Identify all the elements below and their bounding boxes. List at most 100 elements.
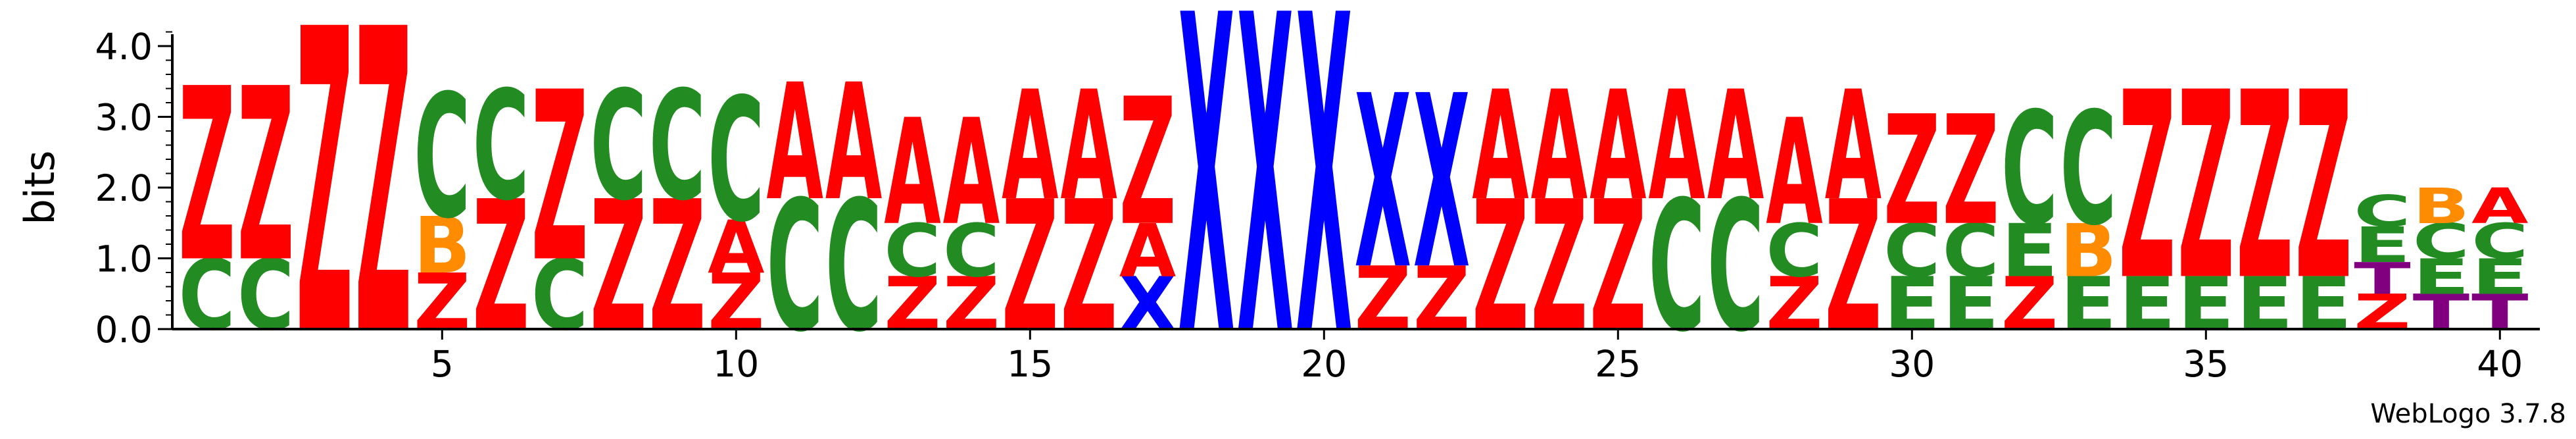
logo-letter-c-pos-40: C bbox=[2471, 213, 2528, 270]
logo-letter-z-pos-29: Z bbox=[1825, 163, 1882, 372]
x-tick-label: 40 bbox=[2477, 343, 2523, 385]
logo-letter-z-pos-22: Z bbox=[1413, 248, 1470, 350]
logo-letter-z-pos-14: Z bbox=[943, 261, 1000, 346]
logo-letter-e-pos-37: E bbox=[2295, 261, 2352, 346]
logo-letter-a-pos-12: A bbox=[825, 49, 882, 236]
logo-letter-z-pos-36: Z bbox=[2237, 38, 2293, 338]
logo-letter-c-pos-38: C bbox=[2354, 186, 2410, 237]
y-tick-label: 2.0 bbox=[95, 167, 153, 209]
logo-letter-e-pos-38: E bbox=[2354, 217, 2410, 273]
logo-letter-a-pos-28: A bbox=[1766, 89, 1822, 257]
logo-letter-e-pos-34: E bbox=[2119, 261, 2175, 346]
logo-letter-z-pos-4: Z bbox=[355, 0, 412, 428]
logo-letter-c-pos-30: C bbox=[1883, 209, 1940, 294]
logo-letter-a-pos-27: A bbox=[1707, 59, 1764, 234]
logo-letter-c-pos-9: C bbox=[649, 59, 706, 234]
logo-letter-b-pos-39: B bbox=[2413, 178, 2469, 234]
x-axis-ticks: 5 10 15 20 25 30 35 40 bbox=[431, 329, 2523, 385]
logo-letter-b-pos-5: B bbox=[414, 200, 470, 291]
x-tick-label: 35 bbox=[2183, 343, 2229, 385]
logo-letter-e-pos-32: E bbox=[2001, 209, 2058, 294]
y-axis-ticks: 0.0 1.0 2.0 3.0 4.0 bbox=[95, 26, 172, 351]
logo-letter-c-pos-11: C bbox=[767, 163, 823, 372]
logo-letter-x-pos-17: X bbox=[1119, 261, 1176, 346]
logo-letter-x-pos-19: X bbox=[1237, 0, 1294, 432]
logo-letter-x-pos-18: X bbox=[1178, 0, 1234, 432]
logo-letter-c-pos-7: C bbox=[531, 239, 588, 352]
y-axis-title: bits bbox=[16, 150, 64, 224]
logo-letter-a-pos-15: A bbox=[1002, 59, 1058, 234]
y-tick-label: 1.0 bbox=[95, 238, 153, 280]
y-tick-label: 0.0 bbox=[95, 309, 153, 351]
logo-letter-a-pos-23: A bbox=[1472, 59, 1528, 234]
logo-letter-c-pos-28: C bbox=[1766, 209, 1822, 294]
logo-letter-a-pos-14: A bbox=[943, 89, 1000, 257]
logo-letter-z-pos-35: Z bbox=[2177, 38, 2234, 338]
logo-letter-c-pos-32: C bbox=[2001, 79, 2058, 260]
logo-letter-e-pos-33: E bbox=[2060, 261, 2116, 346]
logo-letter-c-pos-33: C bbox=[2060, 79, 2116, 260]
logo-letter-a-pos-10: A bbox=[708, 205, 765, 290]
logo-letter-z-pos-3: Z bbox=[296, 0, 352, 428]
logo-letter-e-pos-36: E bbox=[2237, 261, 2293, 346]
logo-letter-e-pos-31: E bbox=[1943, 261, 1999, 346]
logo-letter-z-pos-13: Z bbox=[884, 261, 940, 346]
logo-letter-z-pos-38: Z bbox=[2354, 284, 2410, 340]
logo-axes bbox=[171, 34, 2540, 330]
logo-letter-z-pos-28: Z bbox=[1766, 261, 1822, 346]
logo-letter-c-pos-26: C bbox=[1649, 163, 1705, 372]
logo-letter-c-pos-27: C bbox=[1707, 163, 1764, 372]
logo-letter-z-pos-2: Z bbox=[237, 38, 294, 315]
logo-letter-z-pos-37: Z bbox=[2295, 38, 2352, 338]
logo-letter-c-pos-13: C bbox=[884, 209, 940, 294]
logo-letter-a-pos-17: A bbox=[1119, 209, 1177, 294]
logo-letter-c-pos-6: C bbox=[473, 59, 529, 234]
logo-letter-b-pos-33: B bbox=[2060, 209, 2116, 294]
x-tick-label: 25 bbox=[1595, 343, 1641, 385]
logo-letter-x-pos-21: X bbox=[1355, 45, 1411, 322]
logo-letter-z-pos-21: Z bbox=[1355, 248, 1411, 350]
logo-letter-a-pos-16: A bbox=[1061, 59, 1117, 234]
logo-letter-z-pos-9: Z bbox=[649, 163, 706, 372]
logo-letter-c-pos-31: C bbox=[1943, 209, 1999, 294]
x-tick-label: 20 bbox=[1301, 343, 1347, 385]
logo-letter-z-pos-30: Z bbox=[1883, 83, 1940, 259]
logo-letter-a-pos-26: A bbox=[1649, 59, 1705, 234]
logo-letter-z-pos-7: Z bbox=[531, 43, 588, 314]
logo-letter-c-pos-8: C bbox=[590, 59, 646, 234]
logo-letter-e-pos-40: E bbox=[2471, 248, 2528, 305]
logo-letter-z-pos-8: Z bbox=[590, 163, 646, 372]
logo-letter-t-pos-38: T bbox=[2354, 253, 2411, 304]
logo-letter-a-pos-13: A bbox=[884, 89, 940, 257]
logo-letter-z-pos-6: Z bbox=[473, 163, 529, 372]
y-tick-label: 3.0 bbox=[95, 97, 153, 139]
y-tick-label: 4.0 bbox=[95, 26, 153, 68]
logo-letter-z-pos-31: Z bbox=[1943, 83, 1999, 259]
logo-letter-z-pos-34: Z bbox=[2119, 38, 2175, 338]
logo-letter-z-pos-32: Z bbox=[2001, 261, 2058, 346]
logo-letter-a-pos-11: A bbox=[767, 49, 823, 236]
logo-letter-a-pos-24: A bbox=[1531, 59, 1588, 234]
logo-letter-a-pos-40: A bbox=[2471, 178, 2528, 234]
logo-letter-c-pos-2: C bbox=[237, 239, 294, 352]
logo-letter-z-pos-23: Z bbox=[1472, 163, 1528, 372]
logo-letter-c-pos-14: C bbox=[943, 209, 1000, 294]
logo-letter-c-pos-39: C bbox=[2413, 213, 2469, 270]
logo-letter-a-pos-29: A bbox=[1825, 59, 1882, 234]
x-tick-label: 10 bbox=[713, 343, 759, 385]
x-tick-label: 5 bbox=[431, 343, 454, 385]
logo-letter-c-pos-10: C bbox=[708, 63, 764, 261]
logo-letter-z-pos-17: Z bbox=[1119, 62, 1176, 265]
weblogo-version-label: WebLogo 3.7.8 bbox=[2370, 399, 2566, 429]
logo-letter-z-pos-1: Z bbox=[179, 38, 235, 315]
logo-letter-c-pos-5: C bbox=[414, 59, 470, 257]
logo-letter-t-pos-39: T bbox=[2413, 284, 2470, 340]
logo-letter-z-pos-24: Z bbox=[1531, 163, 1588, 372]
logo-letter-c-pos-12: C bbox=[825, 163, 882, 372]
logo-letter-e-pos-39: E bbox=[2413, 248, 2469, 305]
logo-letter-c-pos-1: C bbox=[179, 239, 235, 352]
x-tick-label: 15 bbox=[1007, 343, 1053, 385]
x-tick-label: 30 bbox=[1889, 343, 1935, 385]
